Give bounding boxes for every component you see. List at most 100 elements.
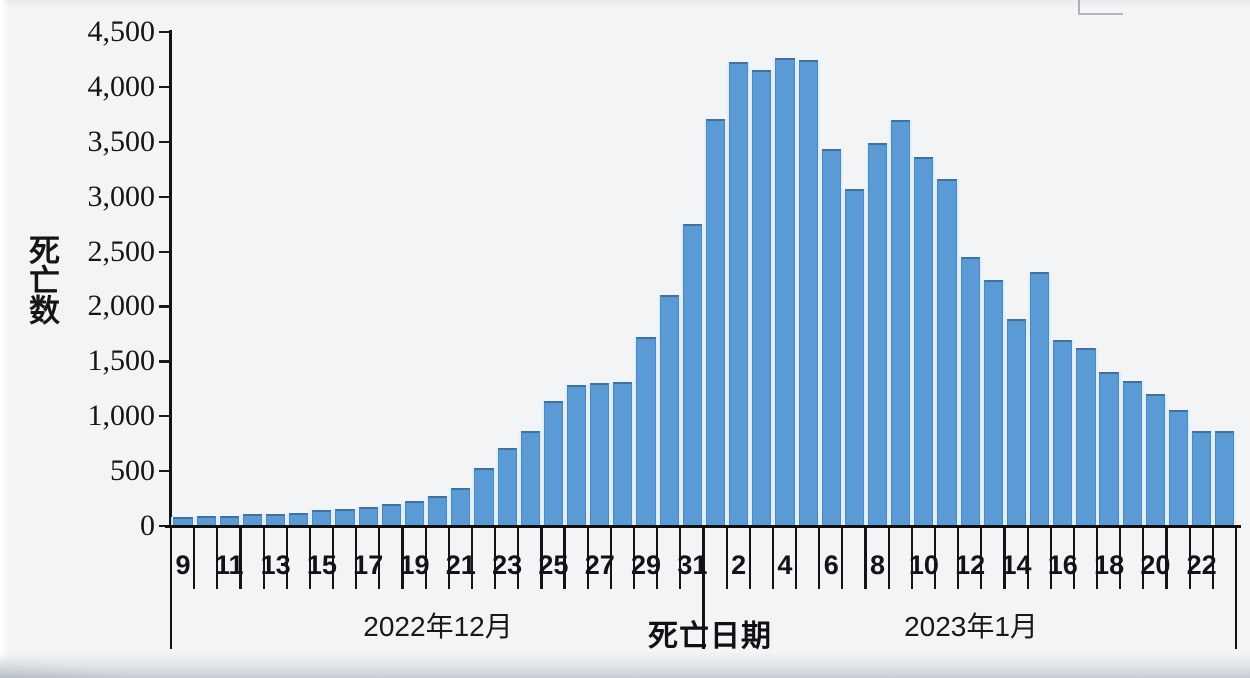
y-tick-label-1,000: 1,000 [87, 399, 156, 433]
x-tick [355, 528, 358, 589]
x-tick [586, 528, 589, 589]
plot-area [171, 32, 1237, 526]
bar-2023-01-22 [1192, 431, 1212, 526]
x-tick [632, 528, 636, 589]
bottom-left-smudge [0, 656, 150, 678]
y-tick [159, 415, 170, 418]
x-tick-label-29: 29 [631, 550, 662, 580]
bar-2022-12-10 [196, 516, 216, 526]
x-tick [262, 528, 265, 589]
x-tick [1026, 528, 1029, 589]
y-tick-label-500: 500 [110, 454, 155, 488]
x-tick [725, 528, 728, 589]
x-tick [1049, 528, 1052, 589]
y-tick [159, 195, 170, 198]
bar-2023-01-13 [983, 280, 1003, 526]
y-tick [159, 140, 170, 143]
x-tick [1211, 528, 1214, 589]
y-tick-label-3,500: 3,500 [87, 124, 156, 158]
bar-2022-12-12 [242, 514, 263, 526]
y-tick [159, 85, 170, 89]
month-label-jan-2023: 2023年1月 [904, 611, 1038, 642]
x-tick-label-25: 25 [538, 550, 569, 580]
x-tick [771, 528, 775, 589]
bar-2022-12-14 [289, 513, 309, 526]
x-tick [239, 528, 242, 589]
x-tick [795, 528, 798, 589]
bar-2023-01-06 [821, 148, 841, 526]
x-tick-label-21: 21 [445, 550, 476, 580]
group-separator-tick [1234, 528, 1238, 649]
x-tick-label-22: 22 [1186, 550, 1217, 580]
y-tick [159, 305, 170, 308]
bar-2022-12-24 [520, 431, 540, 526]
x-tick [424, 528, 427, 589]
bar-2023-01-01 [705, 119, 726, 526]
x-tick [1119, 528, 1122, 589]
bar-2022-12-28 [613, 382, 633, 526]
cropped-textbox-corner-vertical [1078, 0, 1080, 14]
x-tick [216, 528, 219, 589]
bar-2022-12-29 [636, 337, 656, 526]
x-tick-label-2: 2 [731, 550, 747, 580]
bar-2022-12-11 [219, 515, 239, 526]
bar-2023-01-02 [729, 62, 749, 526]
bar-2023-01-09 [891, 120, 911, 526]
x-tick [1072, 528, 1075, 589]
bar-2023-01-16 [1053, 340, 1073, 526]
x-tick [331, 528, 335, 589]
x-tick [1095, 528, 1099, 589]
bar-2023-01-11 [937, 178, 957, 526]
bar-2023-01-19 [1122, 381, 1142, 526]
x-tick [285, 528, 288, 589]
x-tick-label-14: 14 [1001, 550, 1032, 580]
bar-2022-12-09 [173, 517, 193, 526]
bar-2022-12-23 [497, 447, 517, 526]
bar-2023-01-15 [1030, 272, 1050, 526]
x-tick [957, 528, 960, 589]
bar-2022-12-17 [358, 506, 378, 526]
bar-2022-12-15 [312, 510, 332, 526]
group-separator-tick [702, 528, 705, 649]
x-tick [563, 528, 566, 589]
y-tick-label-0: 0 [140, 509, 155, 542]
bar-2023-01-07 [844, 188, 864, 526]
bar-2022-12-22 [474, 468, 494, 526]
x-tick [910, 528, 913, 589]
y-axis-title: 死亡数 [24, 234, 59, 324]
x-tick-label-23: 23 [492, 550, 523, 580]
x-tick [447, 528, 450, 589]
x-tick [193, 528, 196, 589]
x-axis-line [165, 524, 1241, 528]
bar-2023-01-18 [1099, 371, 1119, 526]
x-tick-label-11: 11 [215, 550, 244, 580]
x-tick [887, 528, 890, 589]
x-tick-label-15: 15 [306, 550, 337, 580]
group-separator-tick [169, 528, 173, 649]
x-tick-label-6: 6 [823, 550, 839, 580]
x-tick [980, 528, 983, 589]
bar-2022-12-27 [590, 382, 610, 526]
x-tick [656, 528, 659, 589]
bar-2023-01-05 [798, 60, 818, 526]
y-tick-label-2,500: 2,500 [87, 234, 156, 268]
x-tick [864, 528, 867, 589]
x-tick [1188, 528, 1191, 589]
x-tick [470, 528, 474, 589]
x-tick [1165, 528, 1168, 589]
bar-2022-12-31 [682, 224, 702, 526]
x-tick-label-16: 16 [1047, 550, 1078, 580]
bar-2022-12-26 [566, 384, 587, 526]
bar-2023-01-17 [1076, 347, 1096, 526]
x-tick-label-31: 31 [677, 550, 708, 580]
bar-2023-01-12 [960, 256, 980, 526]
x-tick-label-10: 10 [908, 550, 939, 580]
y-tick-label-1,500: 1,500 [87, 344, 156, 378]
bar-2023-01-20 [1145, 394, 1165, 526]
x-tick [378, 528, 381, 589]
x-tick [1142, 528, 1145, 589]
bar-2022-12-18 [381, 503, 401, 526]
bar-2022-12-20 [428, 495, 448, 526]
y-tick [159, 525, 170, 528]
